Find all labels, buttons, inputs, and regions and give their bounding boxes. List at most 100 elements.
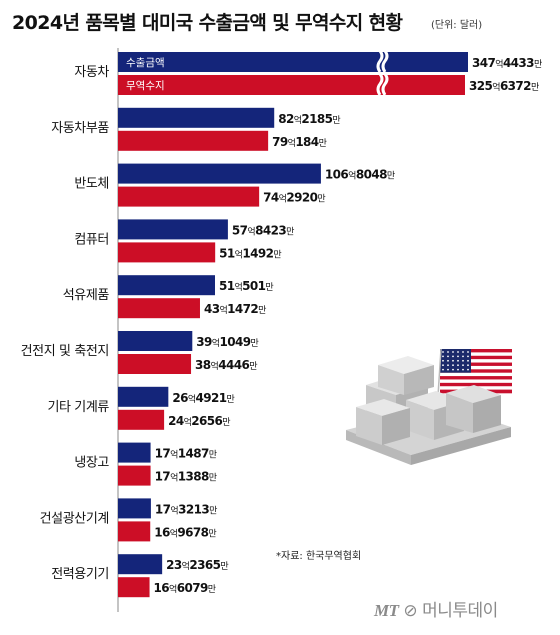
value-label: 16억6079만 <box>154 581 216 595</box>
flag-star <box>467 364 469 367</box>
legend-balance: 무역수지 <box>126 80 165 92</box>
flag-star <box>462 355 464 358</box>
bar-export <box>118 163 321 184</box>
value-label: 106억8048만 <box>325 168 395 182</box>
axis-break-mark <box>381 50 389 73</box>
flag-star <box>467 368 469 371</box>
category-label: 기타 기계류 <box>47 400 109 415</box>
flag-star <box>447 355 449 358</box>
flag-stripe <box>440 382 512 387</box>
flag-star <box>447 351 449 353</box>
value-label: 43억1472만 <box>204 302 266 316</box>
category-label: 건전지 및 축전지 <box>21 344 109 359</box>
flag-canton <box>440 349 471 373</box>
value-label: 26억4921만 <box>172 391 234 405</box>
value-label: 16억9678만 <box>154 525 216 539</box>
bar-export <box>118 219 228 240</box>
bar-export <box>118 107 275 128</box>
flag-stripe <box>440 352 512 357</box>
legend-export: 수출금액 <box>126 57 165 69</box>
bar-export <box>118 442 151 463</box>
bar-balance <box>118 130 269 151</box>
flag-stripe <box>440 355 512 360</box>
flag-star <box>457 359 459 362</box>
bar-balance <box>118 186 260 207</box>
flag-star <box>447 368 449 371</box>
flag-star <box>452 355 454 358</box>
category-label: 전력용기기 <box>51 567 109 582</box>
category-label: 자동차부품 <box>51 121 109 136</box>
cargo-pallet-illustration <box>346 356 511 465</box>
bar-balance <box>118 465 151 486</box>
flag-stripe <box>440 376 512 380</box>
flag-star <box>462 351 464 353</box>
flag-star <box>462 364 464 367</box>
value-label: 79억184만 <box>272 135 326 149</box>
bar-balance <box>118 521 151 542</box>
flag-star <box>452 351 454 353</box>
axis-break-mark <box>376 73 384 96</box>
brand-logo: MT ⊘ 머니투데이 <box>374 601 498 621</box>
flag-stripe <box>440 349 512 353</box>
category-label: 자동차 <box>74 65 109 80</box>
flag-star <box>442 351 444 353</box>
axis-break-mark <box>381 73 389 96</box>
value-label: 39억1049만 <box>196 335 258 349</box>
flag-star <box>457 368 459 371</box>
flag-stripe <box>440 372 512 377</box>
flag-star <box>462 368 464 371</box>
value-label: 74억2920만 <box>263 191 325 205</box>
flag-star <box>467 351 469 353</box>
value-label: 57억8423만 <box>232 223 294 237</box>
bar-export <box>118 386 169 407</box>
category-label: 건설광산기계 <box>40 511 109 526</box>
flag-star <box>457 351 459 353</box>
flag-stripe <box>440 359 512 363</box>
value-label: 38억4446만 <box>195 358 257 372</box>
flag-star <box>452 364 454 367</box>
value-label: 24억2656만 <box>168 414 230 428</box>
flag-star <box>452 368 454 371</box>
value-label: 17억1388만 <box>155 470 217 484</box>
flag-star <box>452 359 454 362</box>
flag-star <box>462 359 464 362</box>
bar-balance <box>118 354 192 374</box>
bar-balance <box>118 409 165 430</box>
flag-star <box>447 364 449 367</box>
value-label: 325억6372만 <box>469 79 539 93</box>
bar-balance <box>118 298 200 319</box>
category-label: 냉장고 <box>74 456 109 471</box>
flag-star <box>442 359 444 362</box>
bar-export <box>118 554 163 575</box>
value-label: 17억1487만 <box>155 447 217 461</box>
value-label: 17억3213만 <box>155 502 217 516</box>
value-label: 82억2185만 <box>278 112 340 126</box>
flag-star <box>447 359 449 362</box>
flag-stripe <box>440 369 512 373</box>
flag-star <box>442 364 444 367</box>
bar-balance <box>118 75 465 95</box>
category-label: 컴퓨터 <box>74 232 109 247</box>
flag-star <box>457 364 459 367</box>
value-label: 51억501만 <box>219 279 273 293</box>
flag-star <box>442 355 444 358</box>
value-label: 347억4433만 <box>472 56 542 70</box>
flag-star <box>457 355 459 358</box>
value-label: 23억2365만 <box>166 558 228 572</box>
bar-export <box>118 52 468 72</box>
flag-stripe <box>440 379 512 384</box>
bar-balance <box>118 242 216 263</box>
value-label: 51억1492만 <box>219 246 281 260</box>
flag-star <box>467 359 469 362</box>
axis-break-mark <box>376 50 384 73</box>
category-label: 석유제품 <box>63 288 110 303</box>
bar-balance <box>118 577 150 598</box>
bar-export <box>118 331 193 351</box>
bar-export <box>118 275 215 296</box>
flag-star <box>467 355 469 358</box>
flag-star <box>442 368 444 371</box>
source-note: *자료: 한국무역협회 <box>276 551 362 562</box>
bar-export <box>118 498 151 519</box>
